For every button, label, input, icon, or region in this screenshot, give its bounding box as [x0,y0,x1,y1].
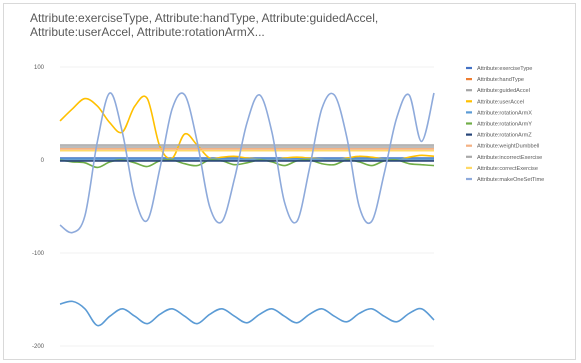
y-axis-ticks: 100 0 -100 -200 [32,65,45,350]
y-tick-label: -200 [32,344,45,350]
legend-label: Attribute:userAccel [477,99,524,105]
legend-label: Attribute:rotationArmY [477,122,532,128]
series-line-11 [59,300,435,327]
series-lines [59,92,435,327]
y-tick-label: 100 [34,65,45,71]
legend-label: Attribute:guidedAccel [477,88,530,94]
y-tick-label: 0 [41,158,45,164]
legend-label: Attribute:handType [477,77,524,83]
series-line-10 [59,92,435,234]
legend-label: Attribute:correctExercise [477,166,538,172]
legend-label: Attribute:rotationArmZ [477,133,532,139]
legend-label: Attribute:weightDumbbell [477,144,539,150]
legend-label: Attribute:incorrectExercise [477,155,542,161]
chart-title: Attribute:exerciseType, Attribute:handTy… [30,11,379,39]
y-tick-label: -100 [32,251,45,257]
series-line-5 [59,158,435,169]
legend-label: Attribute:exerciseType [477,66,532,72]
legend: Attribute:exerciseType Attribute:handType… [466,66,544,183]
gridlines [60,66,434,347]
legend-label: Attribute:makeOneSetTime [477,177,544,183]
chart-frame [3,3,576,360]
legend-label: Attribute:rotationArmX [477,110,532,116]
